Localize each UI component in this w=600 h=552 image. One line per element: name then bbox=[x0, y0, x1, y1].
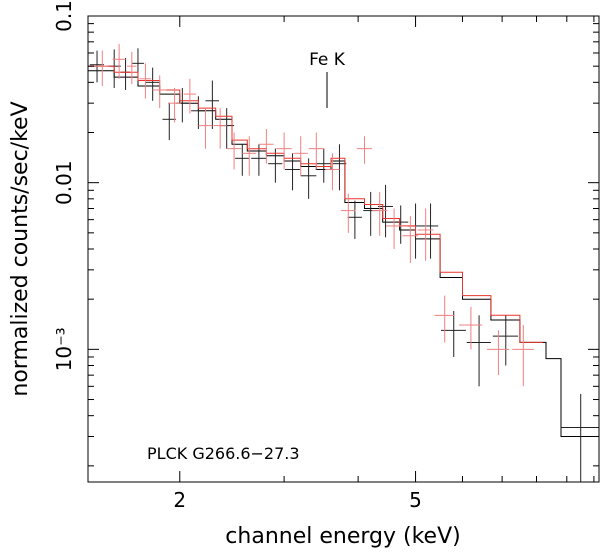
data-point bbox=[152, 75, 167, 109]
data-point bbox=[284, 153, 300, 191]
data-point bbox=[392, 205, 409, 244]
data-point bbox=[434, 295, 455, 343]
model-step-line bbox=[88, 65, 543, 343]
data-point bbox=[371, 191, 388, 236]
data-point bbox=[417, 208, 434, 261]
data-point bbox=[377, 184, 393, 238]
data-point bbox=[422, 203, 439, 259]
ticks-layer bbox=[88, 15, 599, 482]
data-point bbox=[127, 51, 137, 85]
data-point bbox=[175, 87, 189, 123]
data-point bbox=[205, 80, 220, 129]
model-step-line bbox=[88, 70, 599, 437]
data-point bbox=[492, 315, 519, 366]
data-point bbox=[300, 158, 317, 199]
data-point bbox=[258, 128, 274, 164]
object-label: PLCK G266.6−27.3 bbox=[147, 444, 300, 463]
data-point bbox=[347, 200, 362, 239]
data-point bbox=[308, 132, 324, 170]
tick-labels: 2 5 0.1 0.01 10⁻³ bbox=[52, 0, 422, 512]
data-point bbox=[226, 132, 242, 170]
y-tick-label: 10⁻³ bbox=[52, 327, 76, 371]
data-point bbox=[466, 315, 491, 387]
x-tick-label: 5 bbox=[409, 488, 422, 512]
y-tick-label: 0.1 bbox=[52, 0, 76, 32]
data-point bbox=[402, 216, 419, 263]
x-tick-label: 2 bbox=[173, 488, 186, 512]
data-point bbox=[340, 193, 356, 233]
data-point bbox=[112, 43, 126, 79]
data-point bbox=[386, 208, 402, 249]
data-point bbox=[251, 144, 267, 176]
series-layer bbox=[88, 43, 599, 482]
data-point bbox=[363, 191, 378, 236]
data-point bbox=[139, 63, 152, 99]
series-black bbox=[88, 48, 599, 482]
x-axis-label: channel energy (keV) bbox=[225, 524, 460, 549]
data-point bbox=[95, 50, 110, 87]
data-point bbox=[316, 148, 332, 183]
data-point bbox=[167, 87, 182, 123]
data-point bbox=[356, 136, 372, 164]
data-point bbox=[561, 393, 599, 482]
data-point bbox=[120, 57, 131, 90]
data-point bbox=[332, 144, 347, 191]
data-point bbox=[235, 144, 250, 176]
y-tick-label: 0.01 bbox=[52, 160, 76, 205]
data-point bbox=[486, 330, 510, 376]
data-point bbox=[459, 306, 483, 350]
data-point bbox=[242, 136, 257, 176]
data-point bbox=[293, 136, 308, 176]
data-point bbox=[213, 108, 227, 149]
data-point bbox=[183, 78, 196, 114]
data-point bbox=[512, 324, 534, 387]
series-red bbox=[88, 43, 543, 387]
data-point bbox=[145, 67, 160, 101]
y-axis-label: normalized counts/sec/keV bbox=[8, 101, 33, 396]
data-point bbox=[198, 108, 213, 149]
data-point bbox=[276, 132, 292, 170]
fe-k-annotation: Fe K bbox=[309, 50, 346, 70]
data-point bbox=[325, 153, 340, 191]
data-point bbox=[162, 103, 176, 141]
plot-frame bbox=[87, 15, 600, 483]
data-point bbox=[268, 148, 283, 183]
